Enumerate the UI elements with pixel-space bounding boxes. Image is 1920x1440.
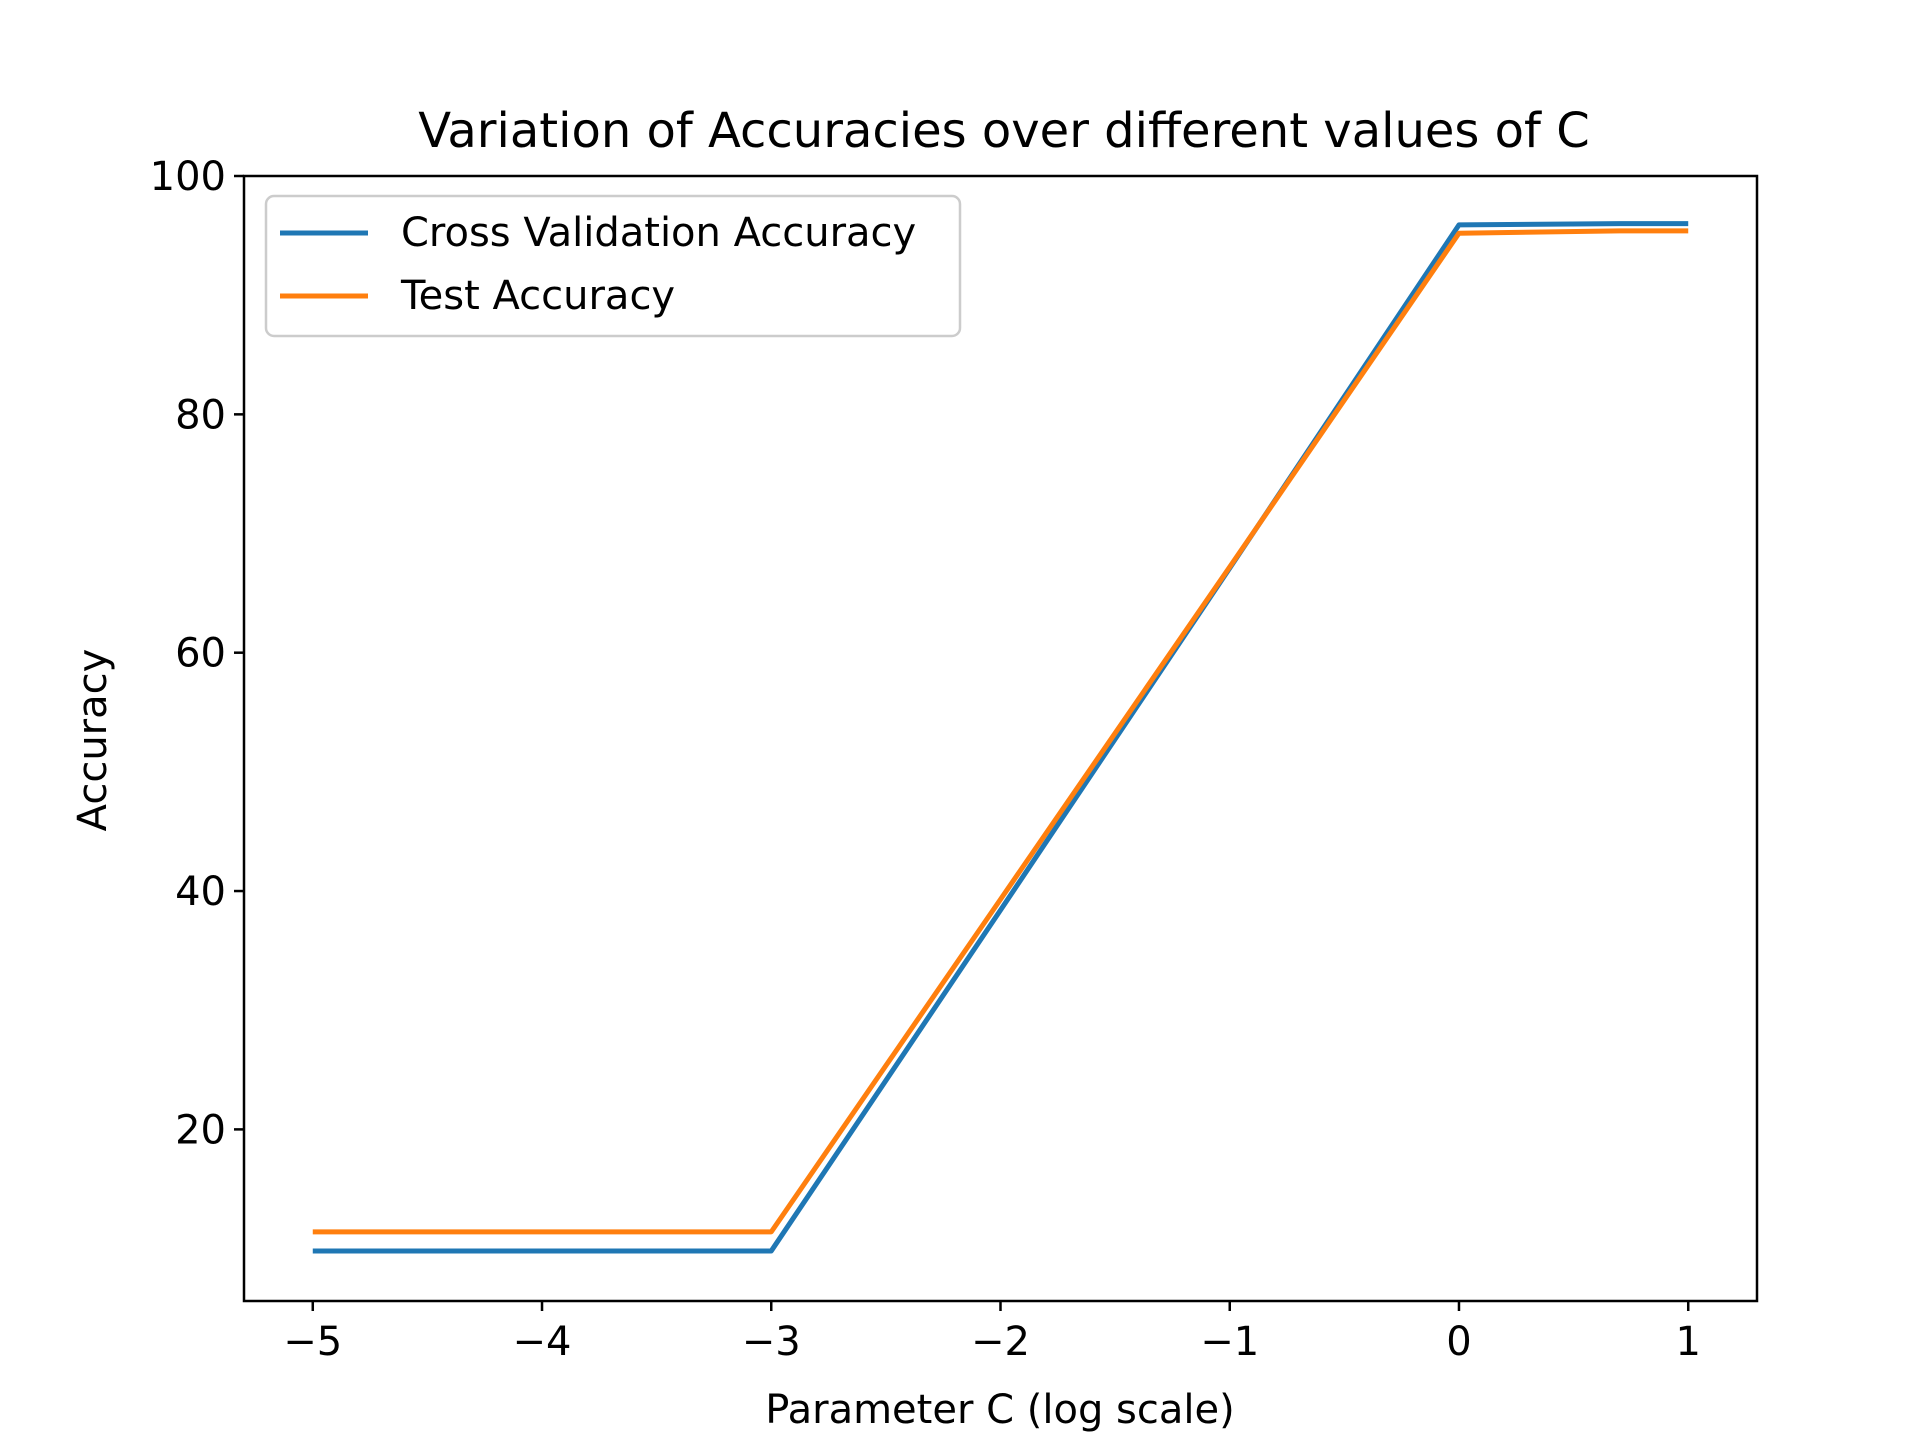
legend-label-cross-validation: Cross Validation Accuracy: [401, 210, 916, 256]
x-tick-label-4: −1: [1200, 1319, 1259, 1365]
series-line-test-accuracy: [312, 228, 1689, 1235]
y-tick-label-0: 20: [175, 1107, 226, 1153]
x-axis-label: Parameter C (log scale): [765, 1387, 1234, 1433]
x-tick-label-3: −2: [971, 1319, 1030, 1365]
plot-area: −5 −4 −3 −2 −1 0 1 20 40 60 80 100: [150, 154, 1759, 1365]
x-tick-label-6: 1: [1676, 1319, 1701, 1365]
y-tick-label-3: 80: [175, 392, 226, 438]
legend-label-test-accuracy: Test Accuracy: [400, 273, 675, 319]
x-tick-label-0: −5: [283, 1319, 342, 1365]
y-tick-label-1: 40: [175, 869, 226, 915]
x-tick-label-5: 0: [1446, 1319, 1471, 1365]
y-tick-label-4: 100: [150, 154, 226, 200]
y-ticks-layer: 20 40 60 80 100: [150, 154, 244, 1153]
legend: Cross Validation Accuracy Test Accuracy: [264, 194, 962, 338]
series-layer: [312, 221, 1689, 1254]
y-tick-label-2: 60: [175, 631, 226, 677]
chart-title: Variation of Accuracies over different v…: [418, 103, 1589, 159]
x-tick-label-1: −4: [513, 1319, 572, 1365]
x-tick-label-2: −3: [742, 1319, 801, 1365]
x-ticks-layer: −5 −4 −3 −2 −1 0 1: [283, 1301, 1701, 1365]
series-line-cross-validation: [312, 221, 1689, 1254]
legend-box: [264, 194, 962, 338]
y-axis-label: Accuracy: [70, 649, 116, 832]
